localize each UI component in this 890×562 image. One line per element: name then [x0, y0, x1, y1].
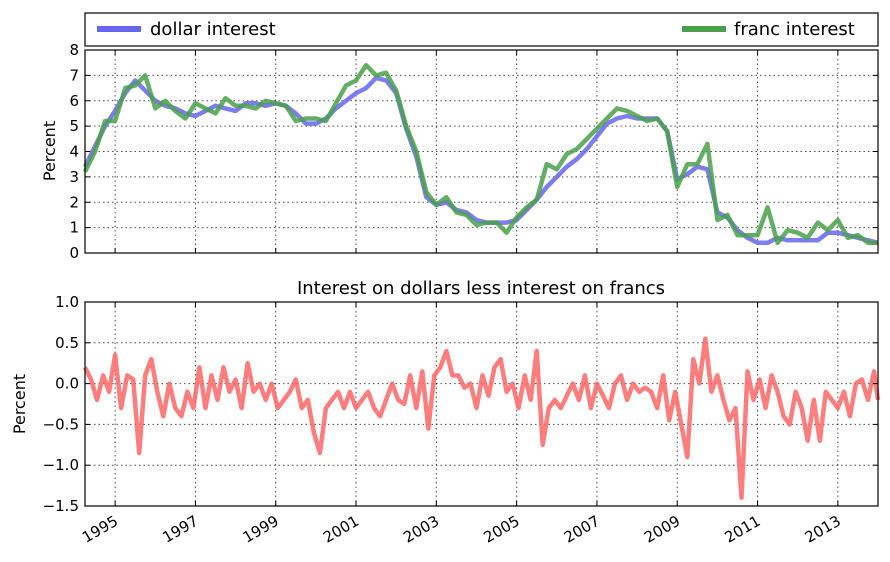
top-axis-ticks: 0 1 2 3 4 5 6 7 8: [69, 41, 878, 262]
x-tick-label: 2005: [481, 512, 523, 547]
x-tick-label: 2003: [400, 512, 442, 547]
legend-label-franc: franc interest: [734, 19, 855, 40]
y-tick-label: 3: [69, 168, 79, 186]
y-tick-label: 8: [69, 41, 79, 59]
y-tick-label: 6: [69, 92, 79, 110]
x-tick-label: 1997: [159, 512, 201, 547]
x-tick-label: 2013: [802, 512, 844, 547]
bottom-series-line: [82, 336, 881, 501]
legend-frame: [84, 12, 879, 47]
y-tick-label: 2: [69, 193, 79, 211]
series-difference-line: [82, 336, 881, 501]
y-tick-label: 7: [69, 66, 79, 84]
top-gridlines: [85, 50, 878, 253]
bottom-chart-title: Interest on dollars less interest on fra…: [297, 278, 665, 299]
legend-label-dollar: dollar interest: [150, 19, 276, 40]
x-tick-label: 2009: [641, 512, 683, 547]
bottom-y-axis-label: Percent: [10, 374, 29, 434]
y-tick-label: −1.0: [43, 456, 79, 474]
x-tick-label: 2007: [561, 512, 603, 547]
y-tick-label: 4: [69, 143, 79, 161]
y-tick-label: 0: [69, 244, 79, 262]
x-tick-label: 2001: [320, 512, 362, 547]
y-tick-label: 0.0: [55, 375, 79, 393]
series-franc-interest-line: [82, 62, 878, 246]
legend: dollar interest franc interest: [84, 12, 879, 47]
x-tick-label: 1995: [79, 512, 121, 547]
bottom-plot-frame: [84, 301, 879, 507]
top-y-axis-label: Percent: [40, 121, 59, 181]
top-series-lines: [82, 62, 879, 246]
bottom-axis-ticks: −1.5 −1.0 −0.5 0.0 0.5 1.0 1995 1997 1999 2001 200…: [43, 293, 878, 547]
series-dollar-interest-line: [82, 75, 879, 246]
y-tick-label: −1.5: [43, 497, 79, 515]
y-tick-label: 1: [69, 219, 79, 237]
y-tick-label: −0.5: [43, 415, 79, 433]
top-panel: 0 1 2 3 4 5 6 7 8 Percent dollar interest franc …: [40, 12, 879, 262]
bottom-panel: −1.5 −1.0 −0.5 0.0 0.5 1.0 1995 1997 1999 2001 200…: [10, 278, 881, 547]
x-tick-label: 1999: [240, 512, 282, 547]
y-tick-label: 5: [69, 117, 79, 135]
x-tick-label: 2011: [721, 512, 763, 547]
y-tick-label: 0.5: [55, 334, 79, 352]
y-tick-label: 1.0: [55, 293, 79, 311]
